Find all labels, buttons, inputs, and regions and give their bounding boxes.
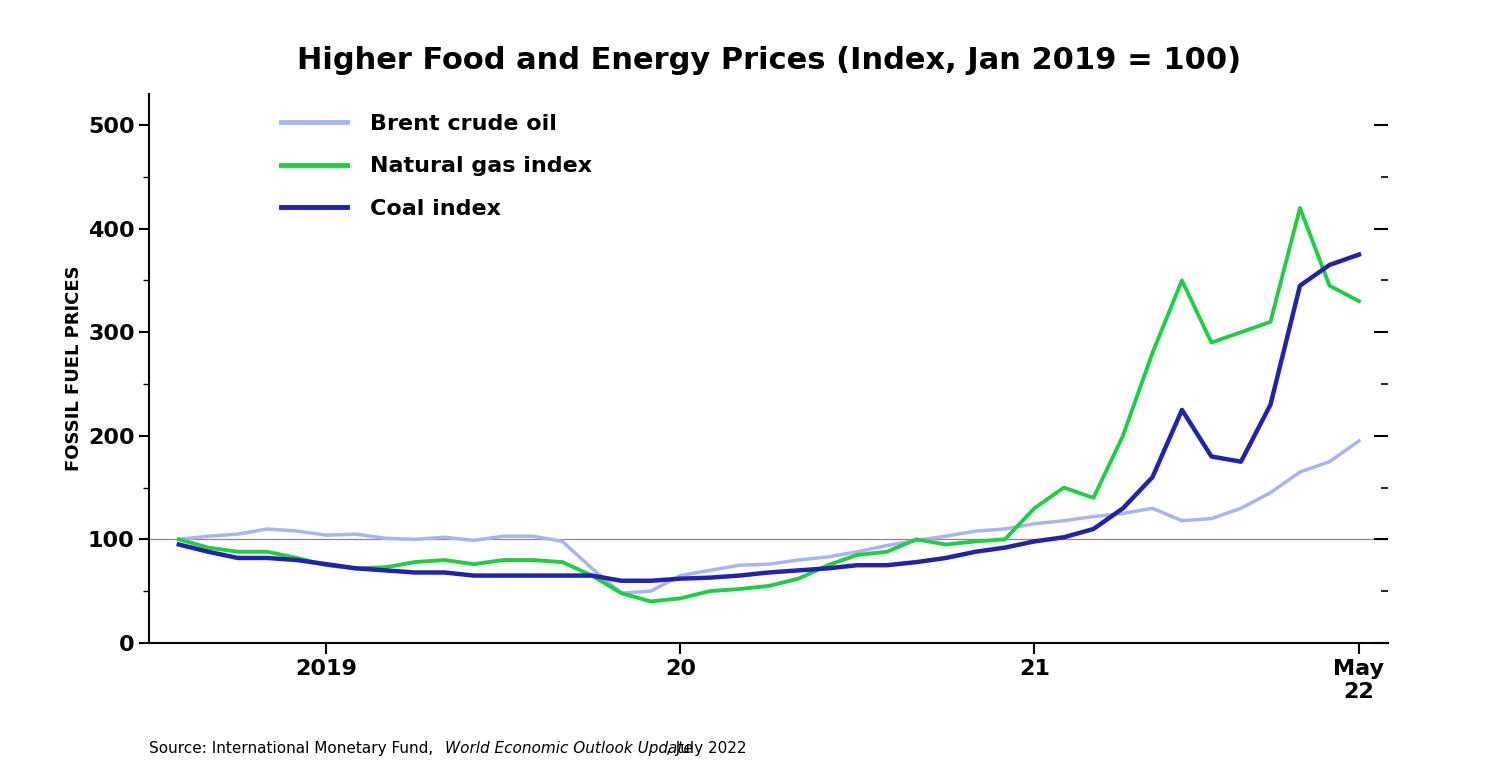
Legend: Brent crude oil, Natural gas index, Coal index: Brent crude oil, Natural gas index, Coal…	[272, 105, 600, 227]
Text: , July 2022: , July 2022	[666, 741, 746, 756]
Y-axis label: FOSSIL FUEL PRICES: FOSSIL FUEL PRICES	[66, 266, 84, 471]
Text: World Economic Outlook Update: World Economic Outlook Update	[445, 741, 693, 756]
Text: Source: International Monetary Fund,: Source: International Monetary Fund,	[149, 741, 439, 756]
Title: Higher Food and Energy Prices (Index, Jan 2019 = 100): Higher Food and Energy Prices (Index, Ja…	[297, 46, 1241, 75]
